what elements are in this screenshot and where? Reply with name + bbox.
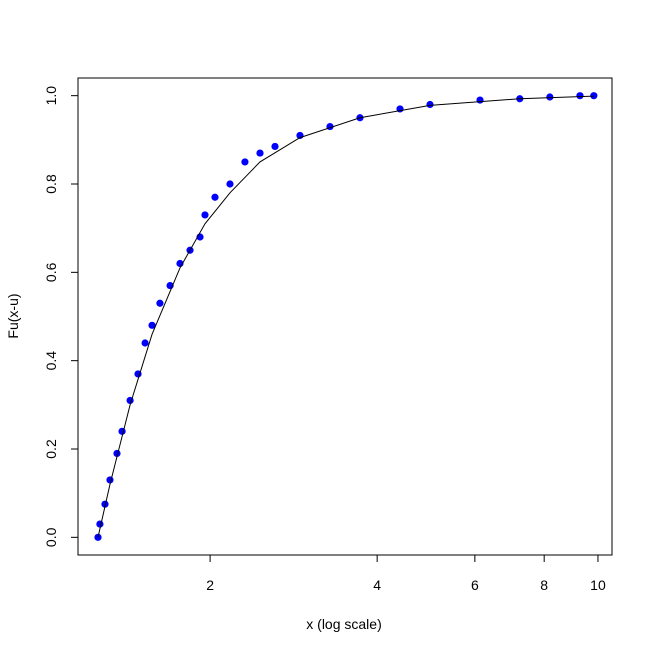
point [96, 520, 104, 528]
y-tick-label: 0.2 [43, 439, 59, 459]
x-tick-label: 2 [206, 577, 214, 593]
fit-line [97, 95, 594, 538]
point [426, 100, 434, 109]
point [590, 92, 598, 100]
point [94, 533, 102, 541]
x-tick-label: 4 [373, 577, 381, 593]
x-axis-label: x (log scale) [306, 616, 381, 632]
point [118, 427, 126, 435]
x-tick-label: 8 [540, 577, 548, 593]
y-tick-label: 0.8 [43, 174, 59, 194]
point [256, 149, 264, 157]
y-axis-label: Fu(x-u) [5, 293, 21, 338]
x-tick-label: 6 [471, 577, 479, 593]
point [113, 449, 121, 458]
point [241, 158, 249, 166]
point [271, 142, 279, 151]
point [476, 96, 484, 104]
plot-frame [77, 77, 613, 556]
point [148, 321, 156, 329]
y-tick-label: 0.0 [43, 527, 59, 547]
point [201, 211, 209, 219]
point [211, 193, 219, 201]
x-tick-label: 10 [590, 577, 606, 593]
y-tick-label: 0.6 [43, 262, 59, 282]
point [226, 180, 234, 188]
point [141, 339, 149, 347]
point [546, 93, 554, 101]
point [576, 92, 584, 100]
y-tick-label: 0.4 [43, 351, 59, 371]
y-tick-label: 1.0 [43, 86, 59, 106]
point [156, 299, 164, 307]
